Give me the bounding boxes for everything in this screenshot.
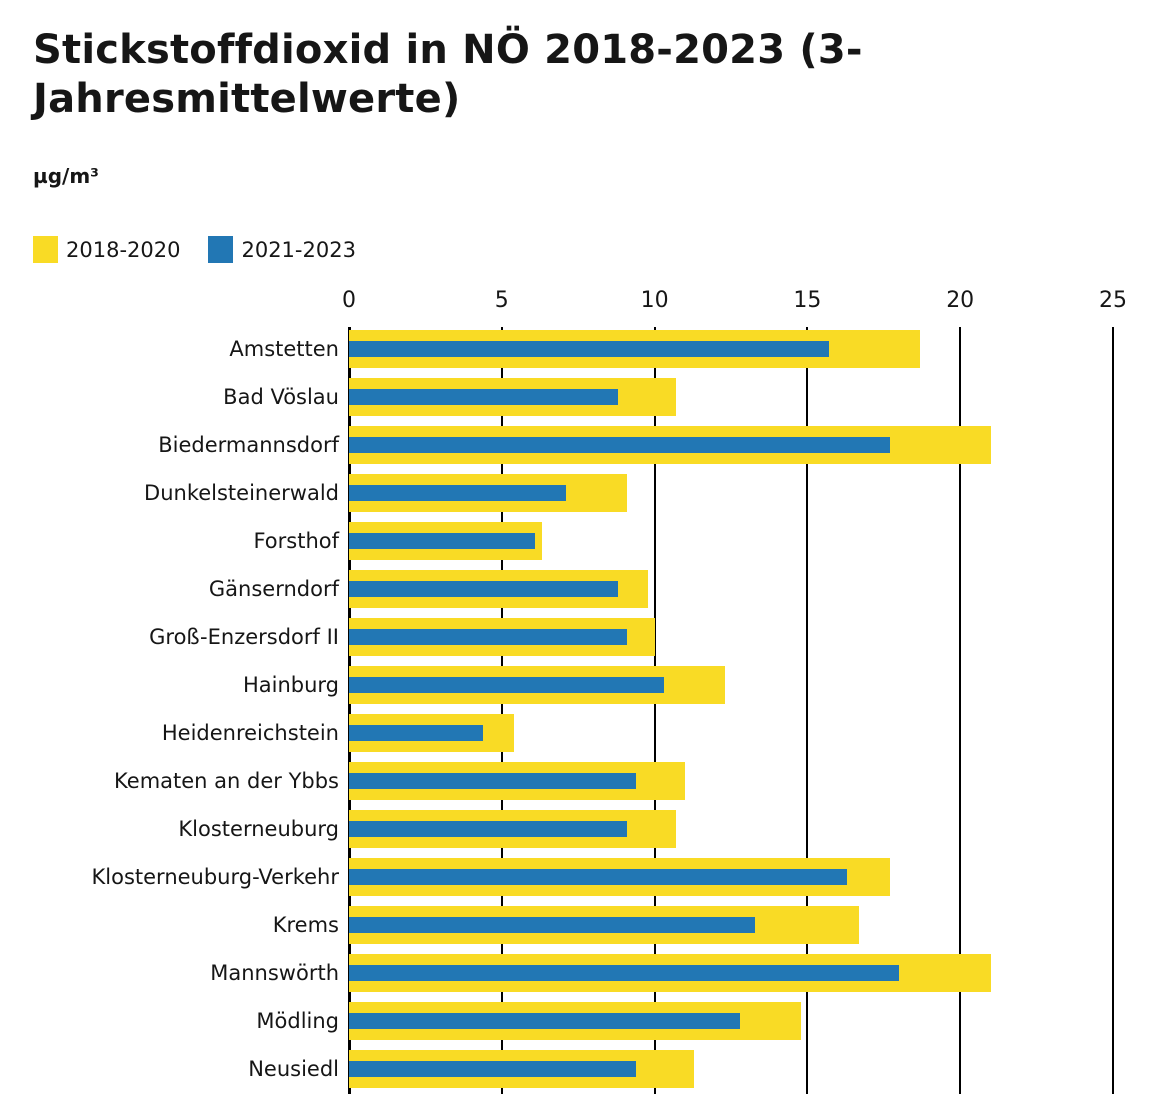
category-label: Klosterneuburg xyxy=(178,817,339,841)
bar-2021-2023 xyxy=(349,965,900,981)
x-tick-label-20: 20 xyxy=(946,288,975,313)
gridline-15 xyxy=(806,327,809,1094)
bar-2021-2023 xyxy=(349,869,848,885)
category-label: Neusiedl xyxy=(248,1057,339,1081)
bar-2021-2023 xyxy=(349,1013,741,1029)
category-label: Gänserndorf xyxy=(208,577,339,601)
bar-2021-2023 xyxy=(349,677,664,693)
bar-2021-2023 xyxy=(349,533,536,549)
legend-label: 2018-2020 xyxy=(66,237,181,262)
bar-2021-2023 xyxy=(349,437,890,453)
x-tick-label-10: 10 xyxy=(640,288,669,313)
category-label: Mannswörth xyxy=(210,961,339,985)
x-tick-label-5: 5 xyxy=(494,288,509,313)
gridline-25 xyxy=(1112,327,1114,1094)
legend-swatch-yellow xyxy=(33,236,58,263)
bar-2021-2023 xyxy=(349,773,637,789)
category-label: Biedermannsdorf xyxy=(158,433,339,457)
gridline-10 xyxy=(653,327,656,1094)
legend-item-2021-2023: 2021-2023 xyxy=(208,236,356,263)
category-label: Bad Vöslau xyxy=(223,385,339,409)
bar-2021-2023 xyxy=(349,485,566,501)
category-label: Klosterneuburg-Verkehr xyxy=(91,865,340,889)
bar-2021-2023 xyxy=(349,341,829,357)
category-label: Amstetten xyxy=(229,337,339,361)
legend-item-2018-2020: 2018-2020 xyxy=(33,236,180,263)
chart-title: Stickstoffdioxid in NÖ 2018-2023 (3-Jahr… xyxy=(33,27,863,123)
x-tick-label-0: 0 xyxy=(342,288,356,313)
category-label: Forsthof xyxy=(253,529,339,553)
category-label: Krems xyxy=(272,913,339,937)
bar-2021-2023 xyxy=(349,821,628,837)
gridline-5 xyxy=(500,327,503,1094)
category-label: Dunkelsteinerwald xyxy=(144,481,339,505)
legend-swatch-blue xyxy=(208,236,234,263)
bar-2021-2023 xyxy=(349,389,618,405)
x-axis-baseline xyxy=(348,327,351,1094)
legend-label: 2021-2023 xyxy=(241,237,356,262)
category-label: Hainburg xyxy=(242,673,339,697)
category-label: Groß-Enzersdorf II xyxy=(149,625,339,649)
category-label: Mödling xyxy=(256,1009,339,1033)
x-tick-label-25: 25 xyxy=(1099,288,1127,313)
category-label: Kematen an der Ybbs xyxy=(114,769,339,793)
bar-2021-2023 xyxy=(349,629,628,645)
bar-2021-2023 xyxy=(349,725,484,741)
category-label: Heidenreichstein xyxy=(161,721,339,745)
unit-label: µg/m³ xyxy=(33,164,99,188)
bar-2021-2023 xyxy=(349,917,756,933)
bar-2021-2023 xyxy=(349,581,618,597)
bar-2021-2023 xyxy=(349,1061,637,1077)
x-tick-label-15: 15 xyxy=(793,288,822,313)
gridline-20 xyxy=(959,327,962,1094)
legend: 2018-2020 2021-2023 xyxy=(33,236,356,263)
